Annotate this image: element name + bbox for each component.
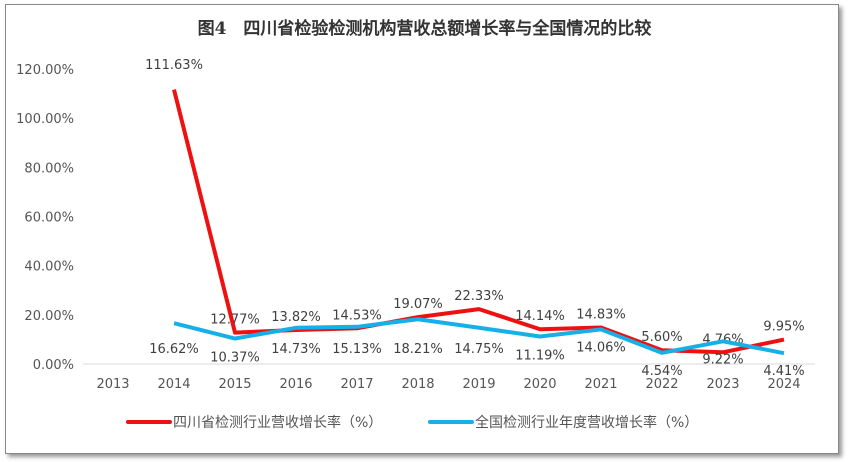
y-tick-label: 40.00% [24,260,74,275]
data-label: 14.83% [576,308,626,323]
data-label: 5.60% [641,330,682,345]
legend-label-2: 全国检测行业年度营收增长率（%） [475,414,698,431]
x-tick-label: 2014 [157,377,190,392]
data-label: 14.73% [271,342,321,357]
data-label: 12.77% [210,313,260,328]
data-label: 14.14% [515,309,565,324]
x-tick-label: 2024 [767,377,800,392]
data-label: 4.41% [763,364,804,379]
data-label: 4.54% [641,364,682,379]
data-label: 14.75% [454,342,504,357]
y-tick-label: 20.00% [24,309,74,324]
y-tick-label: 0.00% [33,358,74,373]
x-tick-label: 2016 [279,377,312,392]
data-label: 111.63% [145,58,203,73]
y-tick-label: 120.00% [16,63,74,78]
data-label: 9.22% [702,352,743,367]
x-tick-label: 2017 [340,377,373,392]
series-line-1 [172,89,785,355]
data-label: 10.37% [210,351,260,366]
y-tick-label: 100.00% [16,112,74,127]
x-tick-label: 2023 [706,377,739,392]
y-tick-label: 60.00% [24,211,74,226]
data-label: 22.33% [454,289,504,304]
data-label: 14.53% [332,308,382,323]
data-label: 19.07% [393,297,443,312]
data-label: 16.62% [149,342,199,357]
data-label: 14.06% [576,340,626,355]
x-tick-label: 2022 [645,377,678,392]
data-label: 18.21% [393,342,443,357]
x-tick-label: 2018 [401,377,434,392]
data-label: 11.19% [515,348,565,363]
series-line-2 [173,317,785,356]
data-label: 9.95% [763,320,804,335]
x-tick-label: 2015 [218,377,251,392]
data-label: 13.82% [271,310,321,325]
chart-title: 图4 四川省检验检测机构营收总额增长率与全国情况的比较 [197,19,652,39]
x-tick-label: 2020 [523,377,556,392]
x-tick-label: 2021 [584,377,617,392]
legend-label-1: 四川省检测行业营收增长率（%） [173,414,382,431]
x-tick-label: 2019 [462,377,495,392]
y-tick-label: 80.00% [24,161,74,176]
x-tick-label: 2013 [96,377,129,392]
data-label: 15.13% [332,342,382,357]
chart-frame [5,4,839,454]
